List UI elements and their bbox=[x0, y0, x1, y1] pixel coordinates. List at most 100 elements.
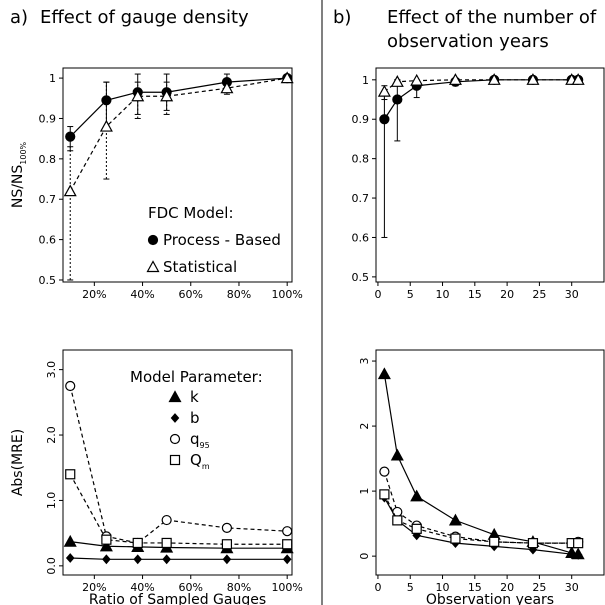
data-point bbox=[162, 554, 171, 565]
y-axis-label-sub: 100% bbox=[19, 141, 28, 164]
series-line bbox=[70, 557, 288, 560]
data-point bbox=[221, 539, 233, 550]
series-line bbox=[69, 473, 288, 545]
data-point bbox=[526, 73, 540, 85]
data-point bbox=[377, 84, 391, 97]
y-tick-label: 0.0 bbox=[45, 557, 58, 575]
data-point bbox=[392, 94, 403, 105]
y-tick-label: 1.0 bbox=[45, 492, 58, 510]
y-axis-label: Abs(MRE) bbox=[10, 429, 26, 496]
data-point bbox=[527, 538, 539, 549]
x-tick-label: 40% bbox=[130, 288, 154, 301]
legend-marker bbox=[146, 260, 160, 273]
y-tick-label: 0.7 bbox=[39, 193, 57, 206]
y-tick-label: 0.9 bbox=[39, 112, 57, 125]
data-point bbox=[101, 95, 112, 106]
data-point bbox=[161, 514, 172, 526]
y-tick-label: 0.8 bbox=[39, 153, 57, 166]
x-axis-label: Ratio of Sampled Gauges bbox=[89, 592, 266, 605]
data-point bbox=[282, 554, 292, 565]
data-point bbox=[448, 513, 462, 526]
data-point bbox=[379, 489, 390, 500]
data-point bbox=[379, 466, 390, 477]
data-point bbox=[448, 73, 462, 85]
data-point bbox=[131, 89, 145, 102]
data-point bbox=[487, 73, 501, 85]
y-tick-label: 1 bbox=[358, 488, 371, 495]
x-tick-label: 40% bbox=[130, 581, 154, 594]
x-tick-label: 100% bbox=[271, 581, 302, 594]
data-point bbox=[450, 533, 461, 544]
y-tick-label: 2.0 bbox=[45, 426, 58, 444]
legend-label: k bbox=[190, 388, 199, 406]
series-line bbox=[383, 373, 579, 555]
x-tick-label: 15 bbox=[468, 581, 482, 594]
x-tick-label: 10 bbox=[436, 581, 450, 594]
panel-title: Effect of the number of observation year… bbox=[387, 7, 597, 52]
data-point bbox=[390, 448, 404, 461]
data-point bbox=[282, 539, 293, 550]
data-point bbox=[573, 549, 583, 560]
y-tick-label: 1 bbox=[362, 74, 369, 87]
plot-frame bbox=[375, 349, 605, 576]
data-point bbox=[99, 119, 113, 132]
data-point bbox=[392, 515, 403, 526]
legend-marker bbox=[169, 433, 181, 445]
x-tick-label: 15 bbox=[468, 288, 482, 301]
x-axis-label: Observation years bbox=[426, 592, 554, 605]
legend-marker bbox=[147, 234, 159, 246]
y-tick-label: 3.0 bbox=[45, 361, 58, 379]
y-tick-label: 0.6 bbox=[39, 234, 57, 247]
legend-marker bbox=[170, 413, 180, 423]
x-tick-label: 100% bbox=[271, 288, 302, 301]
panel-title: Effect of gauge density bbox=[40, 7, 249, 28]
legend-label: b bbox=[190, 409, 200, 427]
data-point bbox=[102, 554, 111, 565]
legend-marker bbox=[168, 390, 182, 403]
data-point bbox=[410, 73, 424, 86]
legend-label-sub: 95 bbox=[200, 441, 210, 450]
x-tick-label: 30 bbox=[565, 581, 579, 594]
data-point bbox=[567, 549, 577, 560]
x-tick-label: 0 bbox=[374, 288, 381, 301]
data-point bbox=[571, 73, 585, 85]
data-point bbox=[220, 81, 234, 94]
x-tick-label: 30 bbox=[565, 288, 579, 301]
y-tick-label: 0.8 bbox=[352, 153, 370, 166]
x-tick-label: 60% bbox=[179, 581, 203, 594]
y-tick-label: 0.9 bbox=[352, 113, 370, 126]
panel-label: a) bbox=[10, 7, 29, 28]
data-point bbox=[101, 534, 112, 545]
y-tick-label: 0.6 bbox=[352, 231, 370, 244]
data-point bbox=[379, 114, 390, 125]
x-tick-label: 25 bbox=[532, 288, 546, 301]
legend-title: Model Parameter: bbox=[130, 368, 263, 386]
plot-frame bbox=[62, 349, 293, 576]
data-point bbox=[489, 536, 500, 547]
legend-marker bbox=[169, 454, 181, 466]
data-point bbox=[133, 554, 143, 565]
data-point bbox=[390, 75, 404, 87]
series-line bbox=[70, 541, 288, 549]
x-tick-label: 60% bbox=[179, 288, 203, 301]
data-point bbox=[65, 469, 76, 480]
data-point bbox=[411, 523, 422, 534]
data-point bbox=[161, 537, 172, 549]
legend-label: q bbox=[190, 430, 200, 448]
data-point bbox=[282, 526, 293, 537]
x-tick-label: 20 bbox=[500, 581, 514, 594]
series-line bbox=[384, 79, 579, 93]
data-point bbox=[377, 367, 391, 380]
legend-label: Statistical bbox=[163, 258, 237, 276]
y-tick-label: 3 bbox=[358, 358, 371, 365]
y-axis-label: NS/NS bbox=[10, 165, 26, 209]
x-tick-label: 20% bbox=[82, 288, 106, 301]
data-point bbox=[65, 553, 75, 563]
plot-frame bbox=[62, 67, 293, 283]
x-tick-label: 5 bbox=[407, 581, 414, 594]
x-tick-label: 0 bbox=[374, 581, 381, 594]
data-point bbox=[410, 489, 424, 502]
legend-label: Process - Based bbox=[163, 231, 281, 249]
